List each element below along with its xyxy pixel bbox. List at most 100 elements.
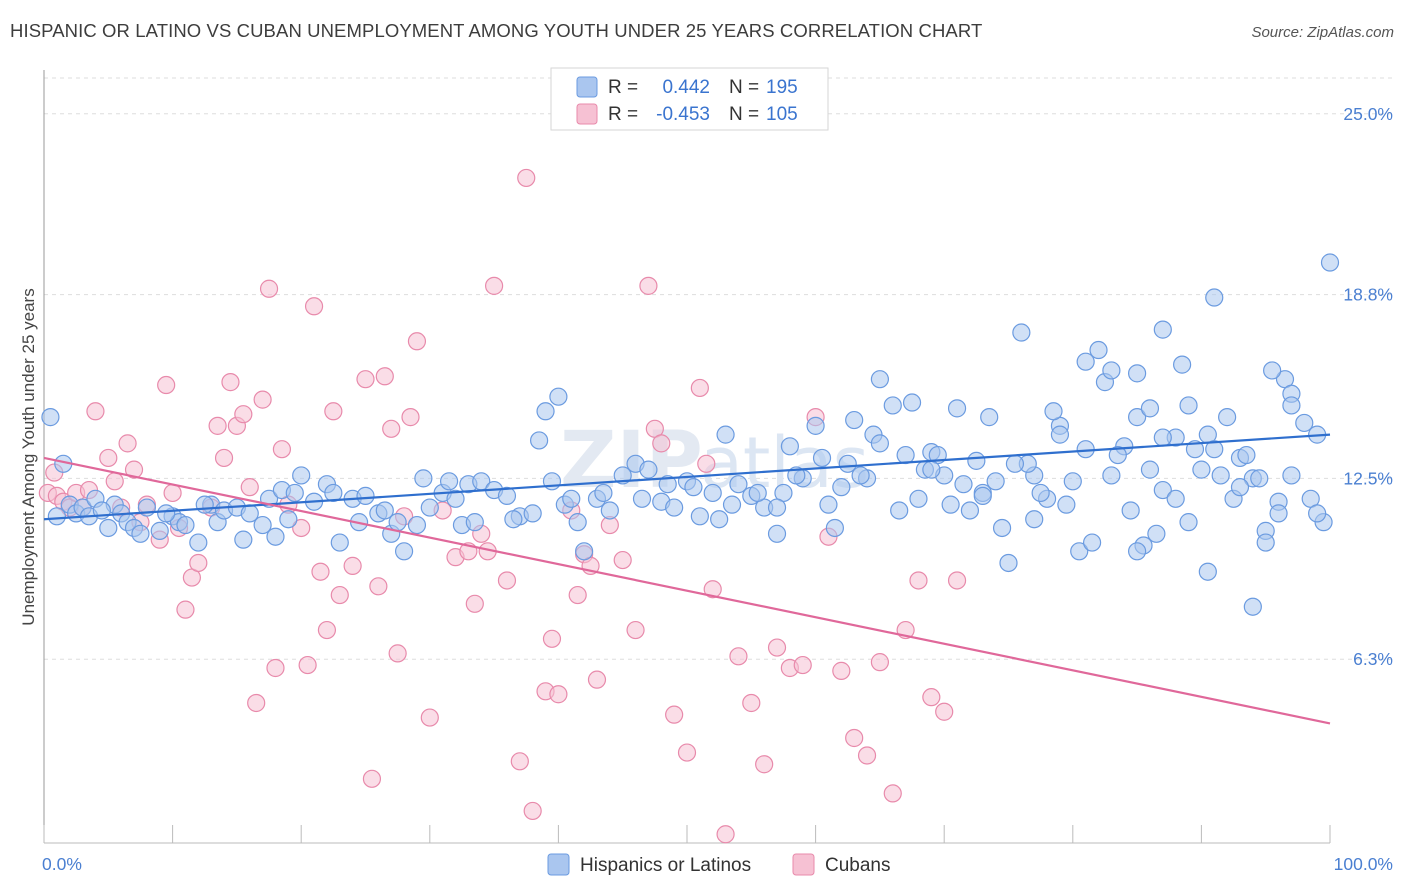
cubans-point-40	[317, 620, 337, 640]
cubans-point-25	[214, 448, 234, 468]
hispanic-point-196	[1230, 478, 1250, 497]
hispanic-point-129	[465, 513, 484, 532]
hispanic-point-169	[1057, 495, 1076, 514]
hispanic-points	[41, 253, 1340, 616]
hispanic-point-172	[1127, 364, 1147, 383]
hispanic-point-70	[767, 524, 787, 543]
hispanic-point-104	[1179, 513, 1198, 532]
hispanic-point-175	[1166, 489, 1185, 508]
hispanic-point-67	[729, 475, 748, 494]
hispanic-point-141	[838, 454, 857, 473]
hispanic-point-154	[1173, 355, 1192, 374]
hispanic-point-134	[632, 489, 652, 508]
cubans-point-52	[407, 332, 427, 351]
hispanic-point-177	[1211, 466, 1230, 485]
hispanic-point-189	[1050, 425, 1070, 444]
hispanic-point-198	[1282, 396, 1301, 415]
hispanic-point-137	[722, 495, 742, 514]
hispanic-point-17	[189, 533, 208, 552]
hispanic-point-194	[1179, 396, 1198, 415]
cubans-point-82	[697, 454, 716, 473]
cubans-point-61	[497, 571, 517, 590]
legend-n-value-1: 195	[766, 77, 798, 98]
hispanic-point-180	[1263, 361, 1282, 380]
legend-r-label-2: R =	[608, 104, 638, 125]
hispanic-point-120	[157, 504, 176, 523]
hispanic-point-74	[806, 416, 825, 435]
hispanic-point-135	[658, 475, 677, 494]
cubans-point-48	[382, 419, 401, 438]
gridlines	[44, 77, 1393, 660]
hispanic-point-153	[1147, 524, 1166, 543]
hispanic-point-170	[1082, 533, 1102, 552]
hispanic-point-185	[870, 434, 890, 453]
hispanic-point-54	[575, 542, 594, 561]
hispanic-trend-line	[43, 433, 1331, 521]
hispanic-point-160	[767, 498, 787, 517]
hispanic-point-171	[1108, 445, 1127, 465]
hispanic-point-127	[414, 469, 433, 488]
hispanic-point-88	[986, 472, 1005, 491]
hispanic-point-197	[1256, 533, 1275, 552]
bottom-legend-label-1: Hispanics or Latinos	[580, 855, 751, 876]
hispanic-point-25	[266, 527, 285, 546]
hispanic-point-50	[536, 402, 555, 421]
legend-r-label-1: R =	[608, 77, 638, 98]
hispanic-point-37	[394, 542, 414, 561]
legend-n-label-2: N =	[729, 104, 759, 125]
cubans-point-43	[343, 556, 362, 575]
cubans-point-100	[922, 688, 941, 707]
cubans-point-97	[883, 784, 902, 803]
hispanic-point-38	[407, 515, 427, 535]
hispanic-point-128	[439, 472, 459, 491]
hispanic-point-0	[41, 408, 60, 427]
hispanic-point-176	[1185, 440, 1205, 459]
cubans-point-22	[189, 553, 208, 573]
cubans-point-37	[298, 655, 317, 675]
hispanic-point-108	[1218, 408, 1237, 427]
hispanic-point-145	[941, 495, 960, 514]
hispanic-point-166	[980, 408, 999, 427]
cubans-point-79	[665, 705, 684, 724]
cubans-point-66	[542, 629, 562, 648]
hispanic-point-76	[832, 478, 851, 497]
cubans-point-26	[221, 373, 240, 392]
hispanic-point-181	[1269, 504, 1288, 523]
cubans-point-8	[86, 402, 105, 421]
x-tick-label-min: 0.0%	[42, 854, 82, 874]
hispanic-point-41	[446, 489, 465, 508]
cubans-point-31	[253, 390, 272, 409]
cubans-point-29	[240, 478, 259, 497]
hispanic-point-126	[375, 501, 394, 520]
hispanic-point-195	[1205, 288, 1224, 307]
hispanic-point-23	[253, 515, 272, 535]
hispanic-point-16	[176, 515, 195, 535]
legend-r-value-2: -0.453	[656, 104, 710, 125]
hispanic-point-178	[1237, 445, 1256, 465]
cubans-point-62	[510, 752, 529, 771]
hispanic-point-31	[330, 533, 349, 552]
y-tick-label-3: 25.0%	[1343, 104, 1393, 124]
cubans-point-34	[272, 440, 292, 459]
legend-n-label-1: N =	[729, 77, 759, 98]
hispanic-point-114	[1295, 413, 1314, 433]
hispanic-point-150	[1070, 542, 1089, 561]
cubans-point-84	[716, 825, 735, 844]
hispanic-point-121	[195, 495, 214, 514]
cubans-point-69	[568, 585, 587, 605]
hispanic-point-188	[1025, 510, 1044, 529]
hispanic-point-59	[639, 460, 658, 479]
cubans-point-41	[324, 402, 343, 421]
cubans-point-102	[947, 571, 967, 590]
cubans-point-94	[845, 728, 864, 748]
hispanic-point-147	[992, 518, 1012, 538]
cubans-point-60	[485, 276, 504, 295]
y-axis-title: Unemployment Among Youth under 25 years	[19, 288, 38, 625]
hispanic-point-124	[324, 483, 343, 503]
hispanic-point-82	[909, 489, 928, 508]
hispanic-point-90	[1012, 323, 1031, 342]
hispanic-point-56	[600, 501, 619, 520]
cubans-point-85	[729, 647, 748, 666]
hispanic-point-101	[1140, 460, 1160, 479]
